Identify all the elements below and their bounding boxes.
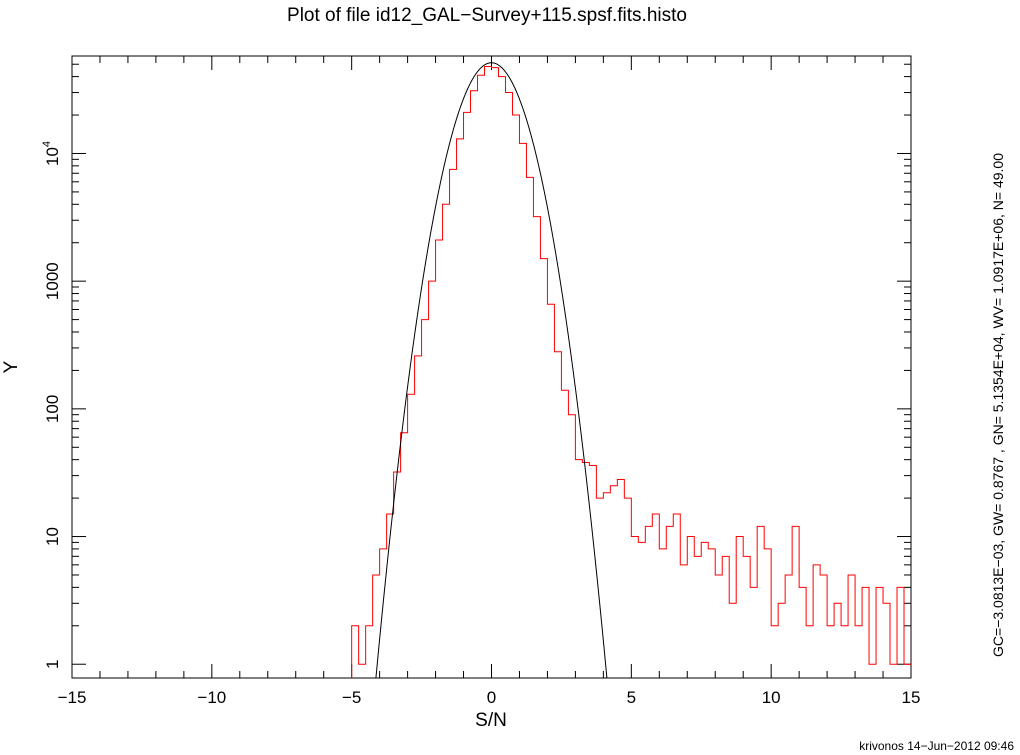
x-axis-ticks: −15 −10 −5 0 5 10 15 [58,56,921,707]
y-tick-label: 1 [43,659,62,668]
x-tick-label: 15 [902,688,921,707]
x-tick-label: −15 [58,688,87,707]
y-tick-label: 10 [43,527,62,546]
chart-title: Plot of file id12_GAL−Survey+115.spsf.fi… [287,5,687,26]
histogram-series [351,65,911,678]
y-axis-ticks: 1 10 100 1000 104 [41,63,911,669]
x-tick-label: 0 [487,688,496,707]
series-layer [351,62,911,678]
x-tick-label: −5 [342,688,361,707]
fit-parameters-text: GC=−3.0813E−03, GW= 0.8767 , GN= 5.1354E… [990,153,1006,657]
y-axis-title: Y [1,360,22,373]
x-tick-label: 10 [762,688,781,707]
gaussian-fit-curve [375,62,608,678]
x-tick-label: 5 [627,688,636,707]
y-tick-label: 100 [43,395,62,423]
x-tick-label: −10 [197,688,226,707]
y-tick-label: 104 [41,141,62,166]
x-axis-title: S/N [475,710,507,731]
footer-credit: krivonos 14−Jun−2012 09:46 [859,739,1014,753]
y-tick-label: 1000 [43,262,62,300]
